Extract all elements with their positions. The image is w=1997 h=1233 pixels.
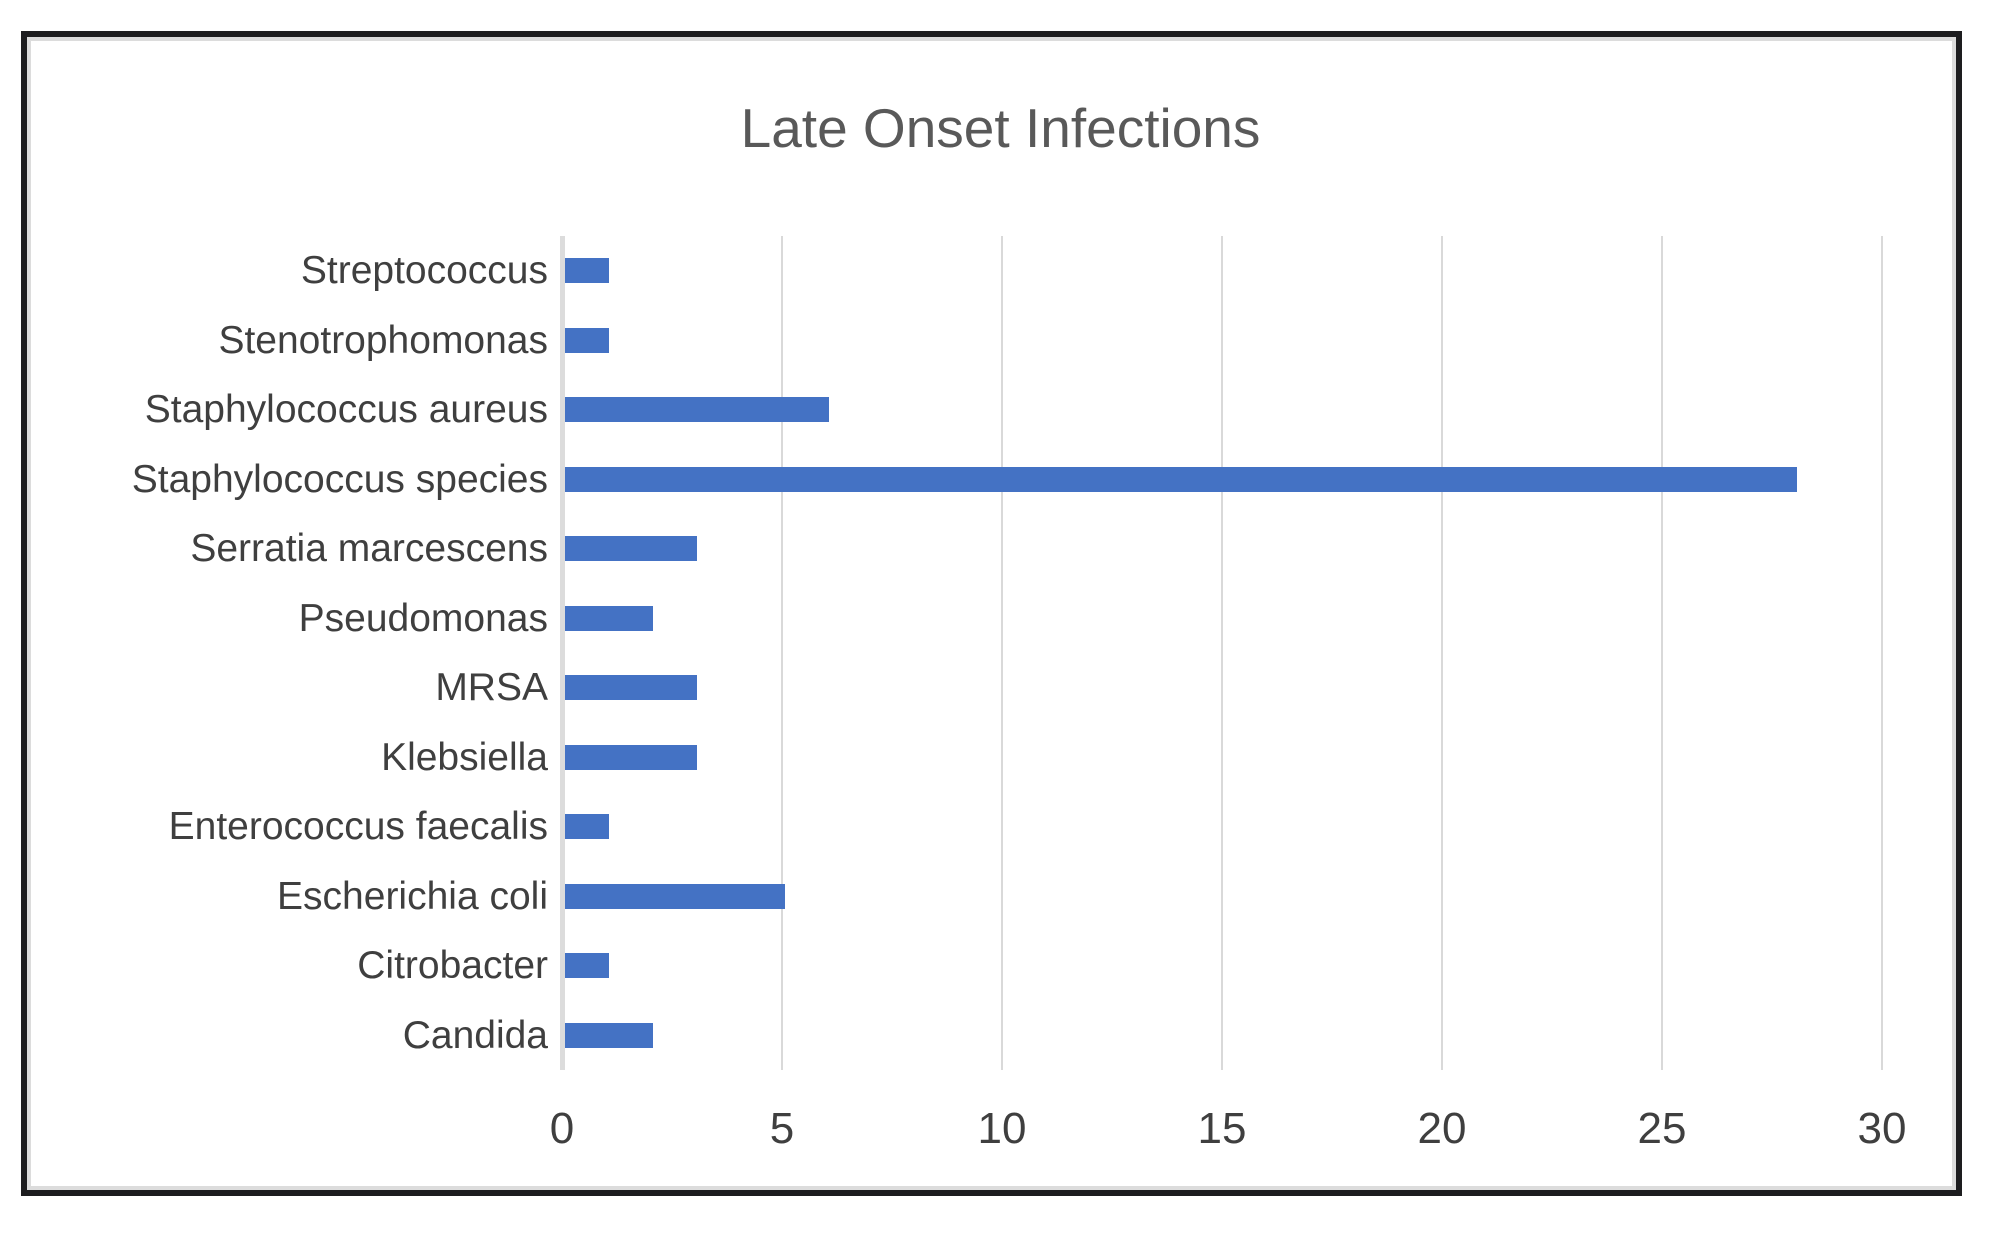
bar-candida [565, 1022, 653, 1048]
x-tick-label: 15 [1197, 1104, 1247, 1153]
bar-staphylococcus-species [565, 466, 1797, 492]
chart-frame [21, 31, 1962, 1196]
category-label: Citrobacter [357, 944, 548, 987]
x-tick-label: 10 [977, 1104, 1027, 1153]
gridline [1001, 236, 1003, 1070]
gridline [1661, 236, 1663, 1070]
category-label: Streptococcus [300, 249, 548, 292]
category-label: Stenotrophomonas [218, 318, 548, 362]
x-tick-label: 0 [549, 1104, 575, 1153]
bar-citrobacter [565, 953, 609, 979]
category-label: Pseudomonas [298, 596, 548, 640]
category-label: Candida [402, 1013, 548, 1057]
category-label: Serratia marcescens [190, 527, 548, 570]
bar-klebsiella [565, 744, 697, 770]
category-label: Escherichia coli [277, 874, 548, 918]
plot-area [560, 236, 1883, 1070]
value-axis-line [560, 236, 565, 1070]
chart-title: Late Onset Infections [740, 97, 1261, 159]
bar-serratia-marcescens [565, 536, 697, 562]
gridline [1221, 236, 1223, 1070]
bar-stenotrophomonas [565, 327, 609, 353]
x-tick-label: 20 [1417, 1104, 1467, 1153]
category-label: Staphylococcus species [131, 457, 548, 501]
bar-pseudomonas [565, 605, 653, 631]
category-label: MRSA [435, 666, 548, 709]
bar-escherichia-coli [565, 883, 785, 909]
bar-staphylococcus-aureus [565, 397, 829, 423]
x-tick-label: 5 [769, 1104, 795, 1153]
x-tick-label: 25 [1637, 1104, 1687, 1153]
gridline [1441, 236, 1443, 1070]
category-label: Enterococcus faecalis [168, 805, 548, 848]
bar-mrsa [565, 675, 697, 701]
category-label: Staphylococcus aureus [144, 388, 548, 431]
bar-enterococcus-faecalis [565, 814, 609, 840]
gridline [781, 236, 783, 1070]
bar-streptococcus [565, 258, 609, 284]
category-label: Klebsiella [381, 735, 548, 779]
gridline [1881, 236, 1883, 1070]
x-tick-label: 30 [1857, 1104, 1907, 1153]
